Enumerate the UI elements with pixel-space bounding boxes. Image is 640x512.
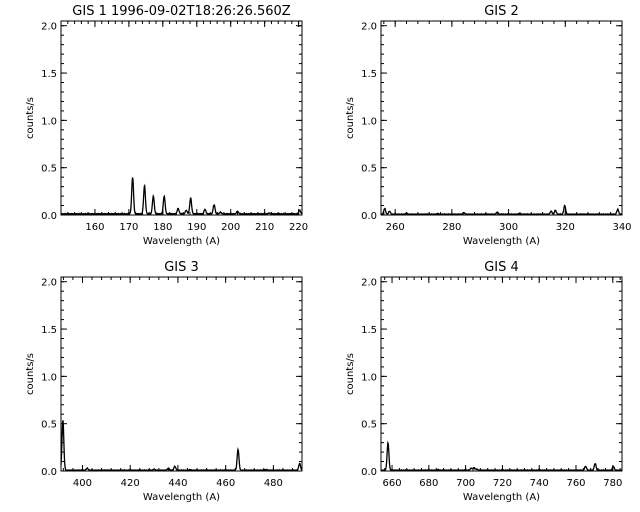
chart-title: GIS 2 (484, 4, 519, 19)
plot-frame (380, 276, 623, 472)
chart-panel-4: GIS 4 0.0 0.5 1.0 1.5 2.0 660 680 700 720 740 760 78… (345, 260, 623, 503)
plot-frame (60, 276, 303, 472)
x-tick-label: 190 (187, 222, 206, 233)
x-tick-label: 320 (556, 222, 575, 233)
x-axis-label: Wavelength (A) (143, 236, 220, 247)
spectrum-line (380, 204, 623, 216)
y-axis-label: counts/s (345, 353, 356, 395)
plot-frame (60, 20, 303, 216)
x-axis-label: Wavelength (A) (463, 492, 540, 503)
spectrum-line (60, 420, 303, 472)
chart-title: GIS 1 1996-09-02T18:26:26.560Z (72, 4, 291, 19)
y-tick-label: 0.5 (41, 164, 57, 175)
x-tick-label: 400 (73, 478, 92, 489)
y-tick-label: 2.0 (41, 22, 57, 33)
chart-title: GIS 4 (484, 260, 519, 275)
x-tick-label: 720 (493, 478, 512, 489)
y-tick-label: 1.5 (361, 69, 377, 80)
y-tick-label: 1.5 (41, 69, 57, 80)
y-axis-label: counts/s (345, 97, 356, 139)
x-tick-label: 740 (530, 478, 549, 489)
x-axis-label: Wavelength (A) (463, 236, 540, 247)
x-tick-label: 170 (119, 222, 138, 233)
y-tick-label: 1.5 (361, 325, 377, 336)
y-tick-label: 2.0 (361, 278, 377, 289)
x-tick-label: 700 (456, 478, 475, 489)
x-tick-label: 420 (121, 478, 140, 489)
y-tick-label: 1.0 (41, 372, 57, 383)
y-tick-label: 0.0 (41, 211, 57, 222)
x-axis-label: Wavelength (A) (143, 492, 220, 503)
x-tick-label: 660 (382, 478, 401, 489)
x-tick-label: 780 (603, 478, 622, 489)
x-tick-label: 480 (264, 478, 283, 489)
y-tick-label: 0.0 (361, 467, 377, 478)
y-axis-label: counts/s (25, 353, 36, 395)
y-tick-label: 1.5 (41, 325, 57, 336)
y-tick-label: 0.0 (361, 211, 377, 222)
x-tick-label: 460 (216, 478, 235, 489)
x-tick-label: 220 (289, 222, 308, 233)
y-axis-label: counts/s (25, 97, 36, 139)
y-tick-label: 1.0 (361, 372, 377, 383)
x-tick-label: 200 (221, 222, 240, 233)
y-tick-label: 0.5 (361, 164, 377, 175)
chart-panel-3: GIS 3 0.0 0.5 1.0 1.5 2.0 400 420 440 460 480 Wavel… (25, 260, 303, 503)
x-tick-label: 210 (255, 222, 274, 233)
y-tick-label: 1.0 (361, 116, 377, 127)
plot-frame (380, 20, 623, 216)
x-tick-label: 280 (442, 222, 461, 233)
x-tick-label: 340 (612, 222, 631, 233)
x-tick-label: 180 (153, 222, 172, 233)
x-tick-label: 440 (168, 478, 187, 489)
y-tick-label: 2.0 (41, 278, 57, 289)
chart-panel-2: GIS 2 0.0 0.5 1.0 1.5 2.0 260 280 300 320 340 Wavel… (345, 4, 632, 247)
spectrum-line (60, 177, 303, 216)
chart-panel-1: GIS 1 1996-09-02T18:26:26.560Z 0.0 0.5 1.0 1… (25, 4, 308, 247)
y-tick-label: 2.0 (361, 22, 377, 33)
y-tick-label: 0.5 (361, 420, 377, 431)
x-tick-label: 160 (85, 222, 104, 233)
y-tick-label: 1.0 (41, 116, 57, 127)
x-tick-label: 680 (419, 478, 438, 489)
x-tick-label: 260 (386, 222, 405, 233)
x-tick-label: 300 (499, 222, 518, 233)
y-tick-label: 0.0 (41, 467, 57, 478)
x-tick-label: 760 (566, 478, 585, 489)
spectrum-line (380, 440, 623, 472)
chart-title: GIS 3 (164, 260, 199, 275)
y-tick-label: 0.5 (41, 420, 57, 431)
